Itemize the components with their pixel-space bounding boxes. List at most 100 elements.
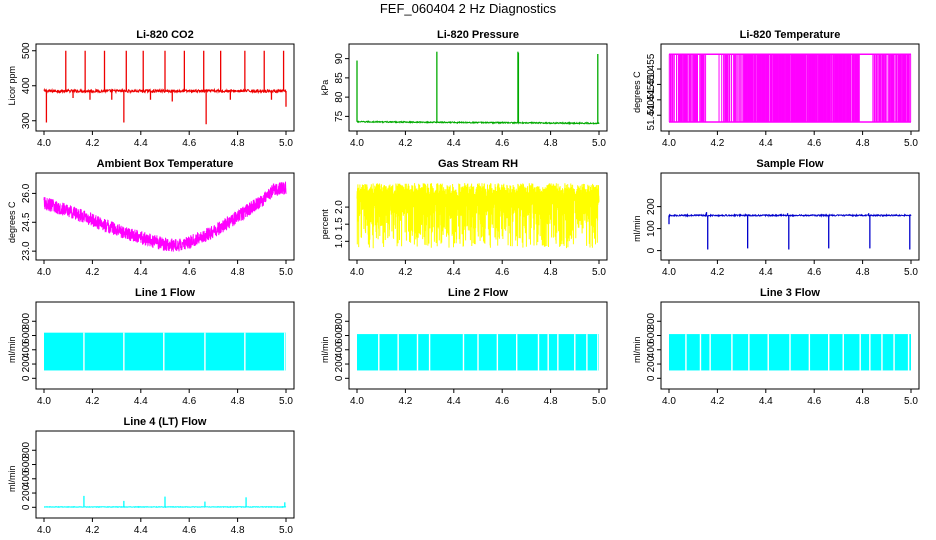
plot-frame <box>35 43 295 132</box>
chart-panel-1: Li-820 CO2 4.0 4.2 4.4 4.6 4.8 5.0 300 400 500 Lic… <box>7 29 295 149</box>
x-tick-label: 4.2 <box>85 267 99 278</box>
y-tick-label: 400 <box>334 341 345 358</box>
x-tick-label: 5.0 <box>592 396 606 407</box>
chart-title: Li-820 CO2 <box>136 29 193 41</box>
x-tick-label: 5.0 <box>279 267 293 278</box>
y-tick-label: 200 <box>334 355 345 372</box>
y-axis-label: ml/min <box>7 466 17 493</box>
flow-band <box>44 332 286 371</box>
data-series <box>668 53 912 123</box>
y-axis-label: degrees C <box>7 201 17 243</box>
x-tick-label: 4.4 <box>134 267 148 278</box>
data-series <box>669 334 911 371</box>
y-tick-label: 0 <box>646 247 657 253</box>
y-tick-label: 0 <box>21 375 32 381</box>
chart-panel-7: Line 1 Flow 4.0 4.2 4.4 4.6 4.8 5.0 0 2004006008… <box>7 287 295 407</box>
x-tick-label: 4.2 <box>398 267 412 278</box>
x-tick-label: 4.6 <box>182 396 196 407</box>
data-series <box>357 334 599 371</box>
series-line <box>43 87 287 95</box>
x-tick-label: 5.0 <box>592 138 606 149</box>
y-axis-label: percent <box>320 209 330 240</box>
y-tick-label: 1.5 <box>334 217 345 231</box>
x-tick-label: 4.0 <box>37 138 51 149</box>
chart-title: Li-820 Temperature <box>740 29 841 41</box>
y-tick-label: 26.0 <box>21 183 32 203</box>
x-tick-label: 4.2 <box>398 396 412 407</box>
y-tick-label: 1.0 <box>334 234 345 248</box>
x-tick-label: 4.0 <box>662 267 676 278</box>
x-tick-label: 4.6 <box>182 138 196 149</box>
x-tick-label: 4.6 <box>495 267 509 278</box>
chart-title: Gas Stream RH <box>438 158 518 170</box>
x-tick-label: 4.2 <box>710 396 724 407</box>
x-tick-label: 4.0 <box>350 267 364 278</box>
y-tick-label: 51.445 <box>646 84 657 115</box>
chart-title: Sample Flow <box>756 158 824 170</box>
x-tick-label: 4.2 <box>710 138 724 149</box>
y-tick-label: 51.455 <box>646 53 657 84</box>
chart-panel-2: Li-820 Pressure 4.0 4.2 4.4 4.6 4.8 5.0 75 80 85 9… <box>320 29 608 149</box>
chart-panel-3: Li-820 Temperature 4.0 4.2 4.4 4.6 4.8 5.0 51.4… <box>632 29 920 149</box>
x-tick-label: 4.8 <box>231 267 245 278</box>
x-tick-label: 4.0 <box>350 138 364 149</box>
chart-title: Ambient Box Temperature <box>97 158 234 170</box>
x-tick-label: 4.6 <box>807 267 821 278</box>
x-tick-label: 4.2 <box>398 138 412 149</box>
y-tick-label: 51.440 <box>646 99 657 130</box>
x-tick-label: 5.0 <box>904 267 918 278</box>
y-tick-label: 23.0 <box>21 241 32 261</box>
x-tick-label: 5.0 <box>279 525 293 536</box>
x-tick-label: 5.0 <box>592 267 606 278</box>
x-tick-label: 4.8 <box>231 525 245 536</box>
y-tick-label: 600 <box>646 327 657 344</box>
x-tick-label: 4.8 <box>856 138 870 149</box>
y-tick-label: 400 <box>21 470 32 487</box>
plot-frame <box>35 301 295 390</box>
x-tick-label: 4.6 <box>182 267 196 278</box>
y-tick-label: 200 <box>21 355 32 372</box>
y-tick-label: 200 <box>21 484 32 501</box>
y-tick-label: 80 <box>334 91 345 103</box>
y-tick-label: 600 <box>21 456 32 473</box>
y-tick-label: 2.0 <box>334 200 345 214</box>
plot-frame <box>35 430 295 519</box>
x-tick-label: 4.4 <box>447 396 461 407</box>
plot-frame <box>660 43 920 132</box>
x-tick-label: 4.8 <box>544 267 558 278</box>
series-line <box>356 183 600 249</box>
y-tick-label: 600 <box>21 327 32 344</box>
data-series <box>356 183 600 249</box>
x-tick-label: 4.8 <box>856 267 870 278</box>
x-tick-label: 4.0 <box>350 396 364 407</box>
series-line <box>43 181 287 252</box>
x-tick-label: 4.0 <box>662 138 676 149</box>
y-tick-label: 100 <box>646 220 657 237</box>
y-tick-label: 800 <box>21 312 32 329</box>
y-tick-label: 300 <box>21 112 32 129</box>
y-tick-label: 0 <box>21 504 32 510</box>
y-axis-label: ml/min <box>7 337 17 364</box>
plot-frame <box>660 301 920 390</box>
data-series <box>668 212 912 250</box>
chart-panel-10: Line 4 (LT) Flow 4.0 4.2 4.4 4.6 4.8 5.0 0 20040… <box>7 416 295 536</box>
data-series <box>44 332 286 371</box>
plot-frame <box>660 172 920 261</box>
y-tick-label: 200 <box>646 355 657 372</box>
figure-title: FEF_060404 2 Hz Diagnostics <box>379 1 557 16</box>
y-axis-label: degrees C <box>632 71 642 113</box>
y-axis-label: ml/min <box>320 337 330 364</box>
x-tick-label: 5.0 <box>904 396 918 407</box>
x-tick-label: 4.8 <box>231 138 245 149</box>
series-line <box>356 120 600 126</box>
x-tick-label: 4.4 <box>447 138 461 149</box>
y-tick-label: 400 <box>646 341 657 358</box>
y-tick-label: 200 <box>646 198 657 215</box>
y-tick-label: 90 <box>334 53 345 65</box>
x-tick-label: 4.4 <box>134 525 148 536</box>
x-tick-label: 4.8 <box>856 396 870 407</box>
x-tick-label: 4.6 <box>182 525 196 536</box>
x-tick-label: 4.8 <box>231 396 245 407</box>
x-tick-label: 5.0 <box>279 396 293 407</box>
